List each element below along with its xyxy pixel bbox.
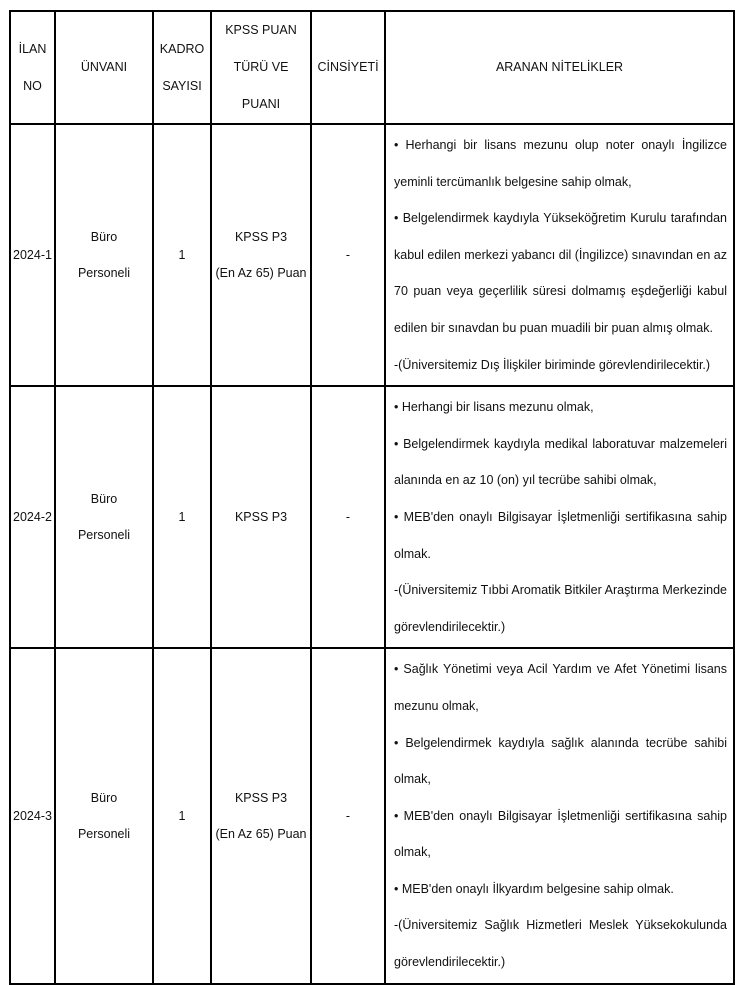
kpss-line: KPSS P3 [234, 230, 288, 245]
unvani-line: Personeli [77, 266, 131, 281]
cell-ilan-no: 2024-3 [9, 647, 56, 985]
requirement-item: • Belgelendirmek kaydıyla Yükseköğretim … [394, 211, 727, 335]
header-line: İLAN [18, 41, 47, 56]
table-row-2024-2: 2024-2 Büro Personeli 1 KPSS P3 - • Herh… [9, 385, 735, 650]
unvani-line: Büro [90, 790, 118, 805]
cell-cinsiyeti: - [310, 647, 386, 985]
requirement-note: -(Üniversitemiz Tıbbi Aromatik Bitkiler … [394, 583, 727, 634]
table-row-2024-1: 2024-1 Büro Personeli 1 KPSS P3 (En Az 6… [9, 122, 735, 388]
kpss-line: (En Az 65) Puan [215, 826, 307, 841]
cell-ilan-no: 2024-2 [9, 385, 56, 650]
requirement-item: • Belgelendirmek kaydıyla sağlık alanınd… [394, 735, 727, 787]
header-line: TÜRÜ VE PUANI [233, 60, 289, 111]
cell-cinsiyeti: - [310, 122, 386, 388]
cell-kpss-puan: KPSS P3 (En Az 65) Puan [210, 122, 312, 388]
header-line: ARANAN NİTELİKLER [495, 60, 624, 74]
kpss-line: KPSS P3 [234, 510, 288, 525]
document-page: İLAN NO ÜNVANI KADRO SAYISI KPSS PUAN TÜ… [0, 10, 740, 985]
unvani-line: Personeli [77, 826, 131, 841]
header-row: İLAN NO ÜNVANI KADRO SAYISI KPSS PUAN TÜ… [9, 10, 735, 125]
job-postings-table: İLAN NO ÜNVANI KADRO SAYISI KPSS PUAN TÜ… [9, 10, 735, 985]
cell-aranan-nitelikler: • Herhangi bir lisans mezunu olup noter … [384, 122, 735, 388]
requirement-item: • MEB'den onaylı Bilgisayar İşletmenliği… [394, 808, 727, 860]
header-line: SAYISI [162, 78, 202, 93]
requirement-item: • Herhangi bir lisans mezunu olup noter … [394, 138, 727, 189]
header-line: CİNSİYETİ [317, 60, 379, 74]
kpss-line: (En Az 65) Puan [215, 266, 307, 281]
cell-unvani: Büro Personeli [54, 122, 154, 388]
cell-aranan-nitelikler: • Herhangi bir lisans mezunu olmak, • Be… [384, 385, 735, 650]
col-header-cinsiyeti: CİNSİYETİ [310, 10, 386, 125]
col-header-unvani: ÜNVANI [54, 10, 154, 125]
unvani-line: Personeli [77, 528, 131, 543]
cell-cinsiyeti: - [310, 385, 386, 650]
cell-kpss-puan: KPSS P3 [210, 385, 312, 650]
unvani-line: Büro [90, 230, 118, 245]
col-header-kadro-sayisi: KADRO SAYISI [152, 10, 212, 125]
cell-kadro-sayisi: 1 [152, 122, 212, 388]
requirement-note: -(Üniversitemiz Dış İlişkiler biriminde … [394, 357, 711, 372]
cell-ilan-no: 2024-1 [9, 122, 56, 388]
table-row-2024-3: 2024-3 Büro Personeli 1 KPSS P3 (En Az 6… [9, 647, 735, 985]
col-header-ilan-no: İLAN NO [9, 10, 56, 125]
requirement-item: • MEB'den onaylı İlkyardım belgesine sah… [394, 881, 674, 896]
requirement-item: • MEB'den onaylı Bilgisayar İşletmenliği… [394, 509, 727, 561]
cell-unvani: Büro Personeli [54, 385, 154, 650]
header-line: ÜNVANI [80, 60, 128, 74]
col-header-kpss-puan: KPSS PUAN TÜRÜ VE PUANI [210, 10, 312, 125]
cell-kadro-sayisi: 1 [152, 647, 212, 985]
header-line: NO [23, 78, 42, 93]
header-line: KPSS PUAN [225, 23, 297, 37]
requirement-note: -(Üniversitemiz Sağlık Hizmetleri Meslek… [394, 918, 727, 970]
requirement-item: • Herhangi bir lisans mezunu olmak, [394, 400, 594, 415]
cell-kpss-puan: KPSS P3 (En Az 65) Puan [210, 647, 312, 985]
header-line: KADRO [159, 41, 205, 56]
requirement-item: • Belgelendirmek kaydıyla medikal labora… [394, 436, 727, 488]
col-header-aranan-nitelikler: ARANAN NİTELİKLER [384, 10, 735, 125]
unvani-line: Büro [90, 492, 118, 507]
cell-unvani: Büro Personeli [54, 647, 154, 985]
kpss-line: KPSS P3 [234, 790, 288, 805]
cell-kadro-sayisi: 1 [152, 385, 212, 650]
cell-aranan-nitelikler: • Sağlık Yönetimi veya Acil Yardım ve Af… [384, 647, 735, 985]
requirement-item: • Sağlık Yönetimi veya Acil Yardım ve Af… [394, 662, 727, 713]
